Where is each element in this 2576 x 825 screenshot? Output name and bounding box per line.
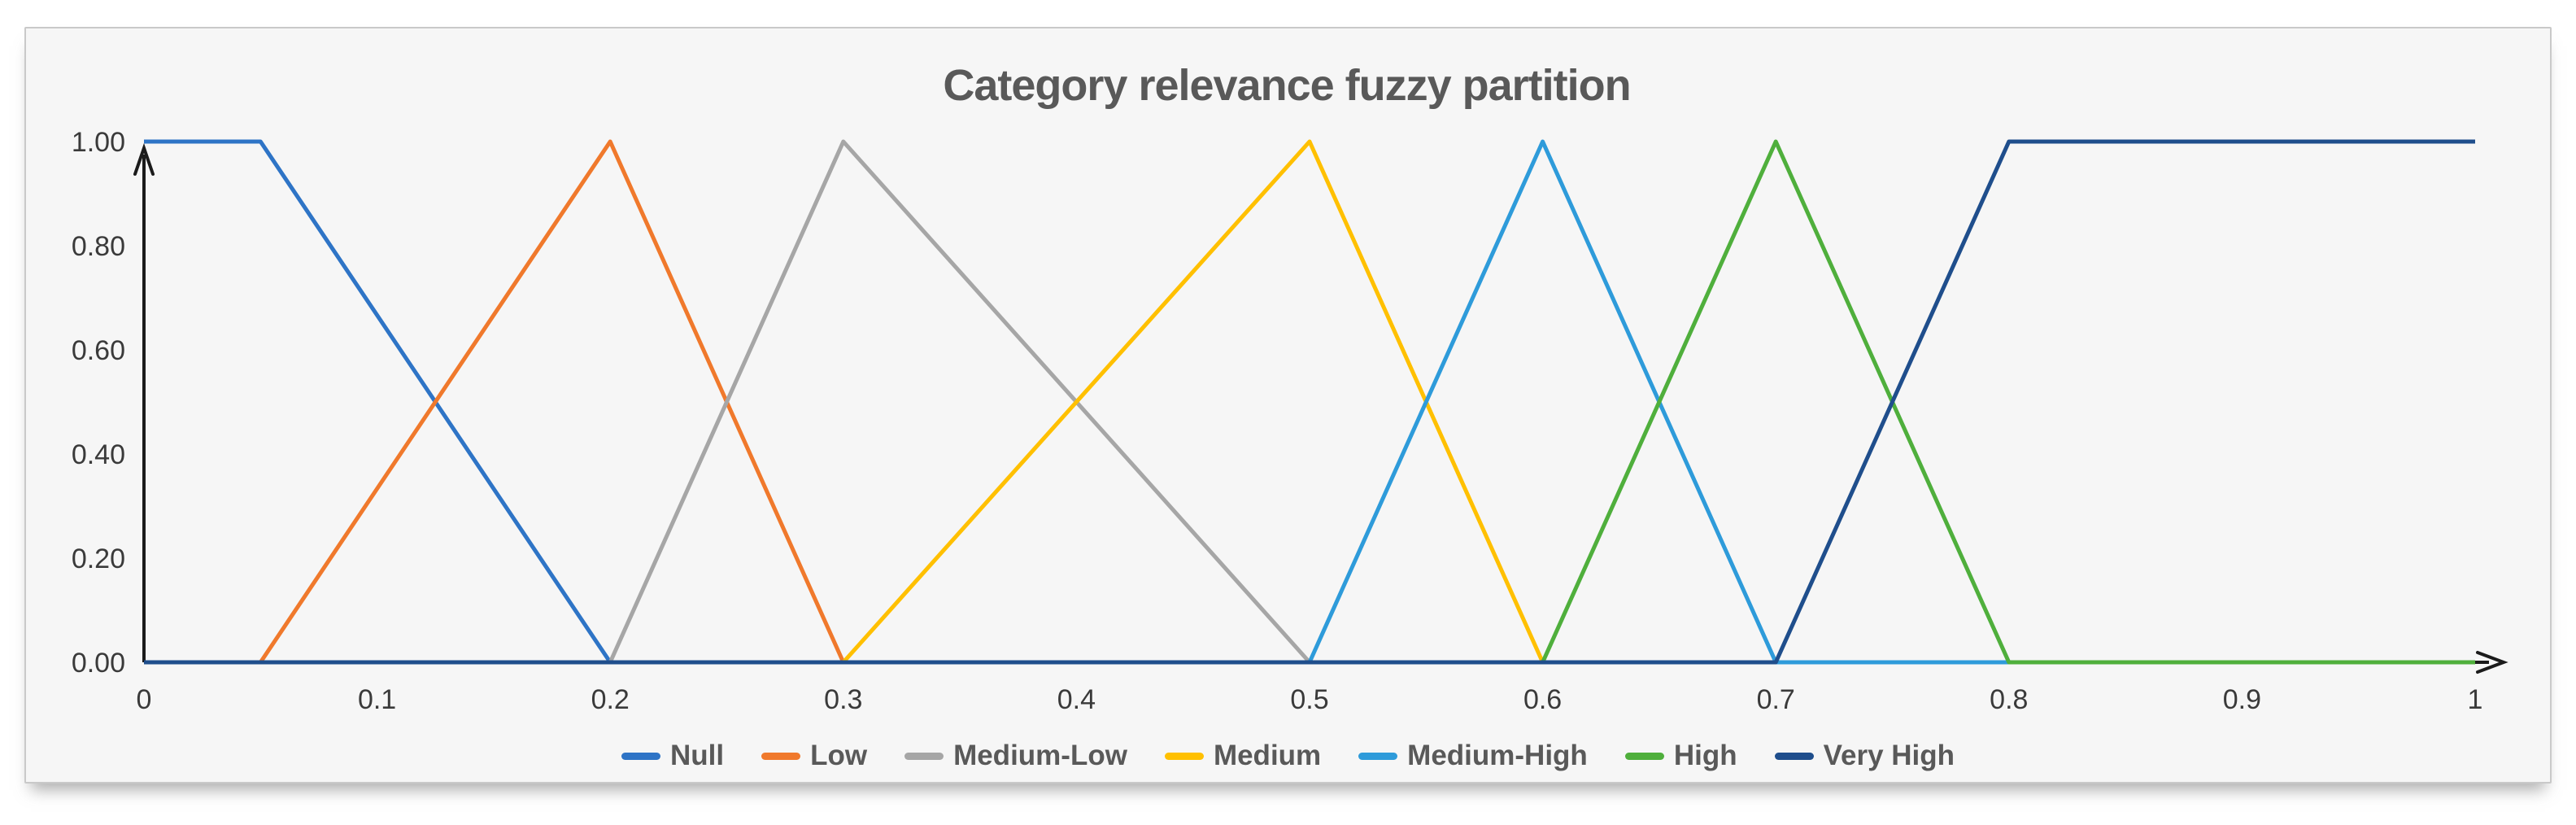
y-tick-label: 0.40 [72,439,125,470]
x-tick-label: 0.1 [358,684,396,715]
legend-swatch-icon [621,752,660,760]
y-tick-label: 0.60 [72,335,125,366]
x-axis-arrow-icon [2476,651,2508,674]
axis-arrows [133,142,2508,674]
x-tick-label: 0.9 [2223,684,2261,715]
legend-swatch-icon [1774,752,1814,760]
y-tick-label: 1.00 [72,127,125,158]
x-tick-label: 0.2 [591,684,630,715]
chart-frame: 0.00 0.20 0.40 0.60 0.80 1.00 0 0.1 0.2 0.3 0.4 0.… [24,27,2552,784]
legend-swatch-icon [904,752,944,760]
chart-title: Category relevance fuzzy partition [943,61,1630,110]
legend-label: High [1673,740,1737,771]
legend-label: Very High [1823,740,1955,771]
legend-item-medium: Medium [1164,740,1322,772]
series-lines [144,139,2475,665]
legend-swatch-icon [1624,752,1664,760]
legend-label: Medium-High [1407,740,1588,771]
fuzzy-partition-chart: 0.00 0.20 0.40 0.60 0.80 1.00 0 0.1 0.2 0.3 0.4 0.… [72,61,2508,715]
legend-label: Null [669,740,725,771]
x-tick-label: 0.5 [1290,684,1328,715]
legend-item-medium-high: Medium-High [1358,740,1588,772]
x-tick-label: 0.3 [824,684,862,715]
x-tick-label: 0.6 [1523,684,1562,715]
legend-item-very-high: Very High [1774,740,1955,772]
series-line-medium-high [144,139,2475,665]
y-axis-tick-labels: 0.00 0.20 0.40 0.60 0.80 1.00 [72,127,125,679]
legend-item-low: Low [761,740,867,772]
x-tick-label: 0 [137,684,152,715]
series-line-medium [144,139,2475,665]
series-line-medium-low [144,139,2475,665]
axes [142,155,2489,664]
legend-item-high: High [1624,740,1737,772]
x-axis-tick-labels: 0 0.1 0.2 0.3 0.4 0.5 0.6 0.7 0.8 0.9 1 [137,684,2483,715]
x-tick-label: 1 [2468,684,2483,715]
series-line-null [144,139,2475,665]
x-tick-label: 0.4 [1057,684,1096,715]
series-line-very high [144,139,2475,665]
x-tick-label: 0.8 [1990,684,2028,715]
legend-item-null: Null [621,740,724,772]
series-line-low [144,139,2475,665]
legend-swatch-icon [761,752,801,760]
y-axis-arrow-icon [133,142,155,176]
legend-label: Medium [1213,740,1322,771]
legend-swatch-icon [1358,752,1398,760]
legend-swatch-icon [1164,752,1204,760]
x-tick-label: 0.7 [1757,684,1795,715]
y-tick-label: 0.20 [72,543,125,574]
legend-item-medium-low: Medium-Low [904,740,1127,772]
legend-label: Low [810,740,868,771]
y-tick-label: 0.80 [72,231,125,262]
legend: Null Low Medium-Low Medium Medium-High High Ve… [26,735,2550,777]
legend-label: Medium-Low [953,740,1127,771]
series-line-high [144,139,2475,665]
y-tick-label: 0.00 [72,648,125,679]
